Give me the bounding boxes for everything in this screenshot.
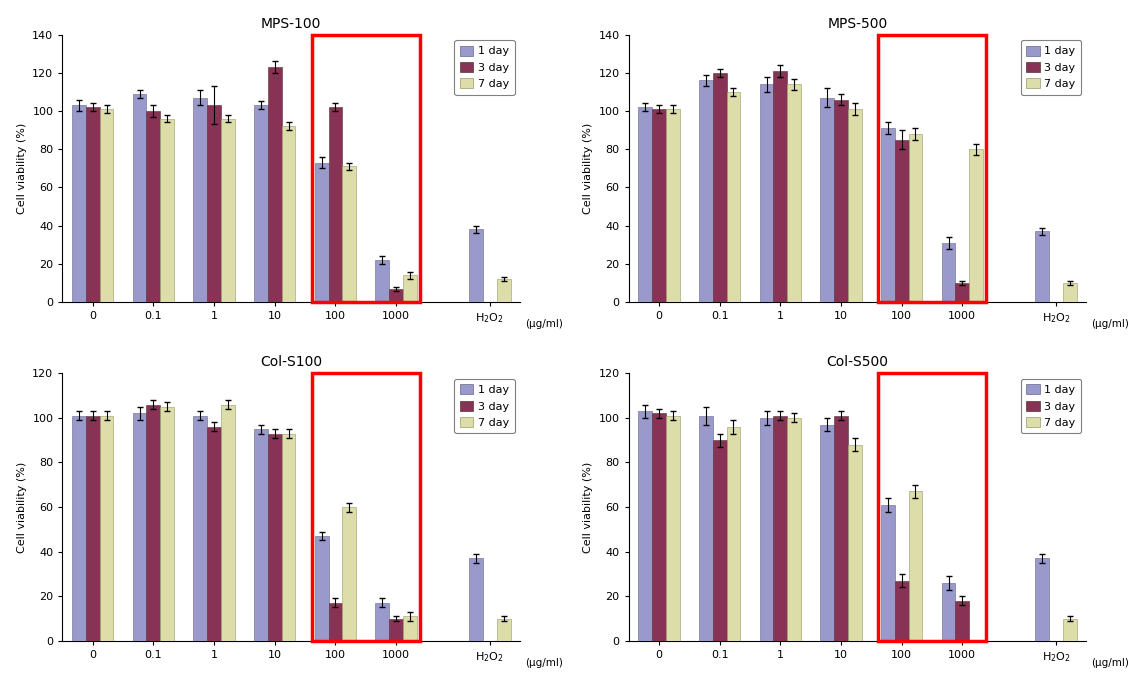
Y-axis label: Cell viability (%): Cell viability (%)	[583, 462, 593, 553]
Bar	[881, 128, 894, 302]
Bar	[160, 119, 174, 302]
Bar	[403, 616, 417, 641]
Bar	[376, 260, 389, 302]
Bar	[268, 67, 282, 302]
Legend: 1 day, 3 day, 7 day: 1 day, 3 day, 7 day	[1020, 379, 1081, 434]
Bar	[497, 279, 511, 302]
Bar	[147, 111, 160, 302]
Bar	[221, 404, 235, 641]
Bar	[1035, 558, 1049, 641]
Bar	[941, 583, 955, 641]
Bar	[759, 84, 773, 302]
Bar	[133, 94, 147, 302]
Bar	[1063, 283, 1076, 302]
Bar	[194, 98, 207, 302]
Bar	[698, 81, 712, 302]
Title: MPS-500: MPS-500	[828, 16, 887, 31]
Bar	[652, 413, 666, 641]
Text: (μg/ml): (μg/ml)	[524, 320, 562, 329]
Title: Col-S100: Col-S100	[260, 355, 323, 370]
Bar	[955, 600, 969, 641]
Bar	[311, 374, 419, 641]
Bar	[1063, 619, 1076, 641]
Bar	[376, 603, 389, 641]
Bar	[969, 150, 984, 302]
Bar	[147, 404, 160, 641]
Bar	[908, 492, 923, 641]
Bar	[133, 413, 147, 641]
Bar	[207, 105, 221, 302]
Bar	[86, 107, 100, 302]
Text: (μg/ml): (μg/ml)	[1091, 658, 1129, 668]
Bar	[72, 416, 86, 641]
Bar	[712, 441, 727, 641]
Bar	[1035, 232, 1049, 302]
Bar	[329, 603, 342, 641]
Bar	[834, 100, 847, 302]
Bar	[955, 283, 969, 302]
Legend: 1 day, 3 day, 7 day: 1 day, 3 day, 7 day	[455, 40, 514, 95]
Bar	[194, 416, 207, 641]
Y-axis label: Cell viability (%): Cell viability (%)	[17, 462, 26, 553]
Bar	[389, 619, 403, 641]
Bar	[100, 416, 113, 641]
Y-axis label: Cell viability (%): Cell viability (%)	[583, 123, 593, 214]
Bar	[86, 416, 100, 641]
Bar	[698, 416, 712, 641]
Bar	[389, 289, 403, 302]
Bar	[403, 275, 417, 302]
Bar	[878, 35, 986, 302]
Title: Col-S500: Col-S500	[827, 355, 889, 370]
Bar	[254, 429, 268, 641]
Bar	[820, 425, 834, 641]
Bar	[773, 71, 788, 302]
Bar	[311, 35, 419, 302]
Bar	[666, 416, 680, 641]
Bar	[268, 434, 282, 641]
Bar	[727, 92, 741, 302]
Bar	[941, 243, 955, 302]
Bar	[638, 107, 652, 302]
Bar	[834, 416, 847, 641]
Text: (μg/ml): (μg/ml)	[1091, 320, 1129, 329]
Legend: 1 day, 3 day, 7 day: 1 day, 3 day, 7 day	[1020, 40, 1081, 95]
Bar	[329, 107, 342, 302]
Bar	[342, 507, 356, 641]
Title: MPS-100: MPS-100	[261, 16, 322, 31]
Text: (μg/ml): (μg/ml)	[524, 658, 562, 668]
Bar	[878, 374, 986, 641]
Bar	[652, 109, 666, 302]
Y-axis label: Cell viability (%): Cell viability (%)	[17, 123, 26, 214]
Bar	[788, 418, 802, 641]
Bar	[315, 163, 329, 302]
Bar	[712, 73, 727, 302]
Bar	[727, 427, 741, 641]
Bar	[254, 105, 268, 302]
Bar	[160, 407, 174, 641]
Bar	[894, 140, 908, 302]
Bar	[282, 126, 295, 302]
Bar	[788, 84, 802, 302]
Bar	[638, 411, 652, 641]
Bar	[100, 109, 113, 302]
Bar	[497, 619, 511, 641]
Bar	[221, 119, 235, 302]
Bar	[342, 167, 356, 302]
Bar	[759, 418, 773, 641]
Bar	[207, 427, 221, 641]
Bar	[666, 109, 680, 302]
Bar	[847, 109, 862, 302]
Bar	[820, 98, 834, 302]
Bar	[847, 445, 862, 641]
Bar	[773, 416, 788, 641]
Bar	[469, 229, 483, 302]
Bar	[315, 536, 329, 641]
Bar	[881, 505, 894, 641]
Bar	[72, 105, 86, 302]
Legend: 1 day, 3 day, 7 day: 1 day, 3 day, 7 day	[455, 379, 514, 434]
Bar	[282, 434, 295, 641]
Bar	[894, 581, 908, 641]
Bar	[908, 134, 923, 302]
Bar	[469, 558, 483, 641]
